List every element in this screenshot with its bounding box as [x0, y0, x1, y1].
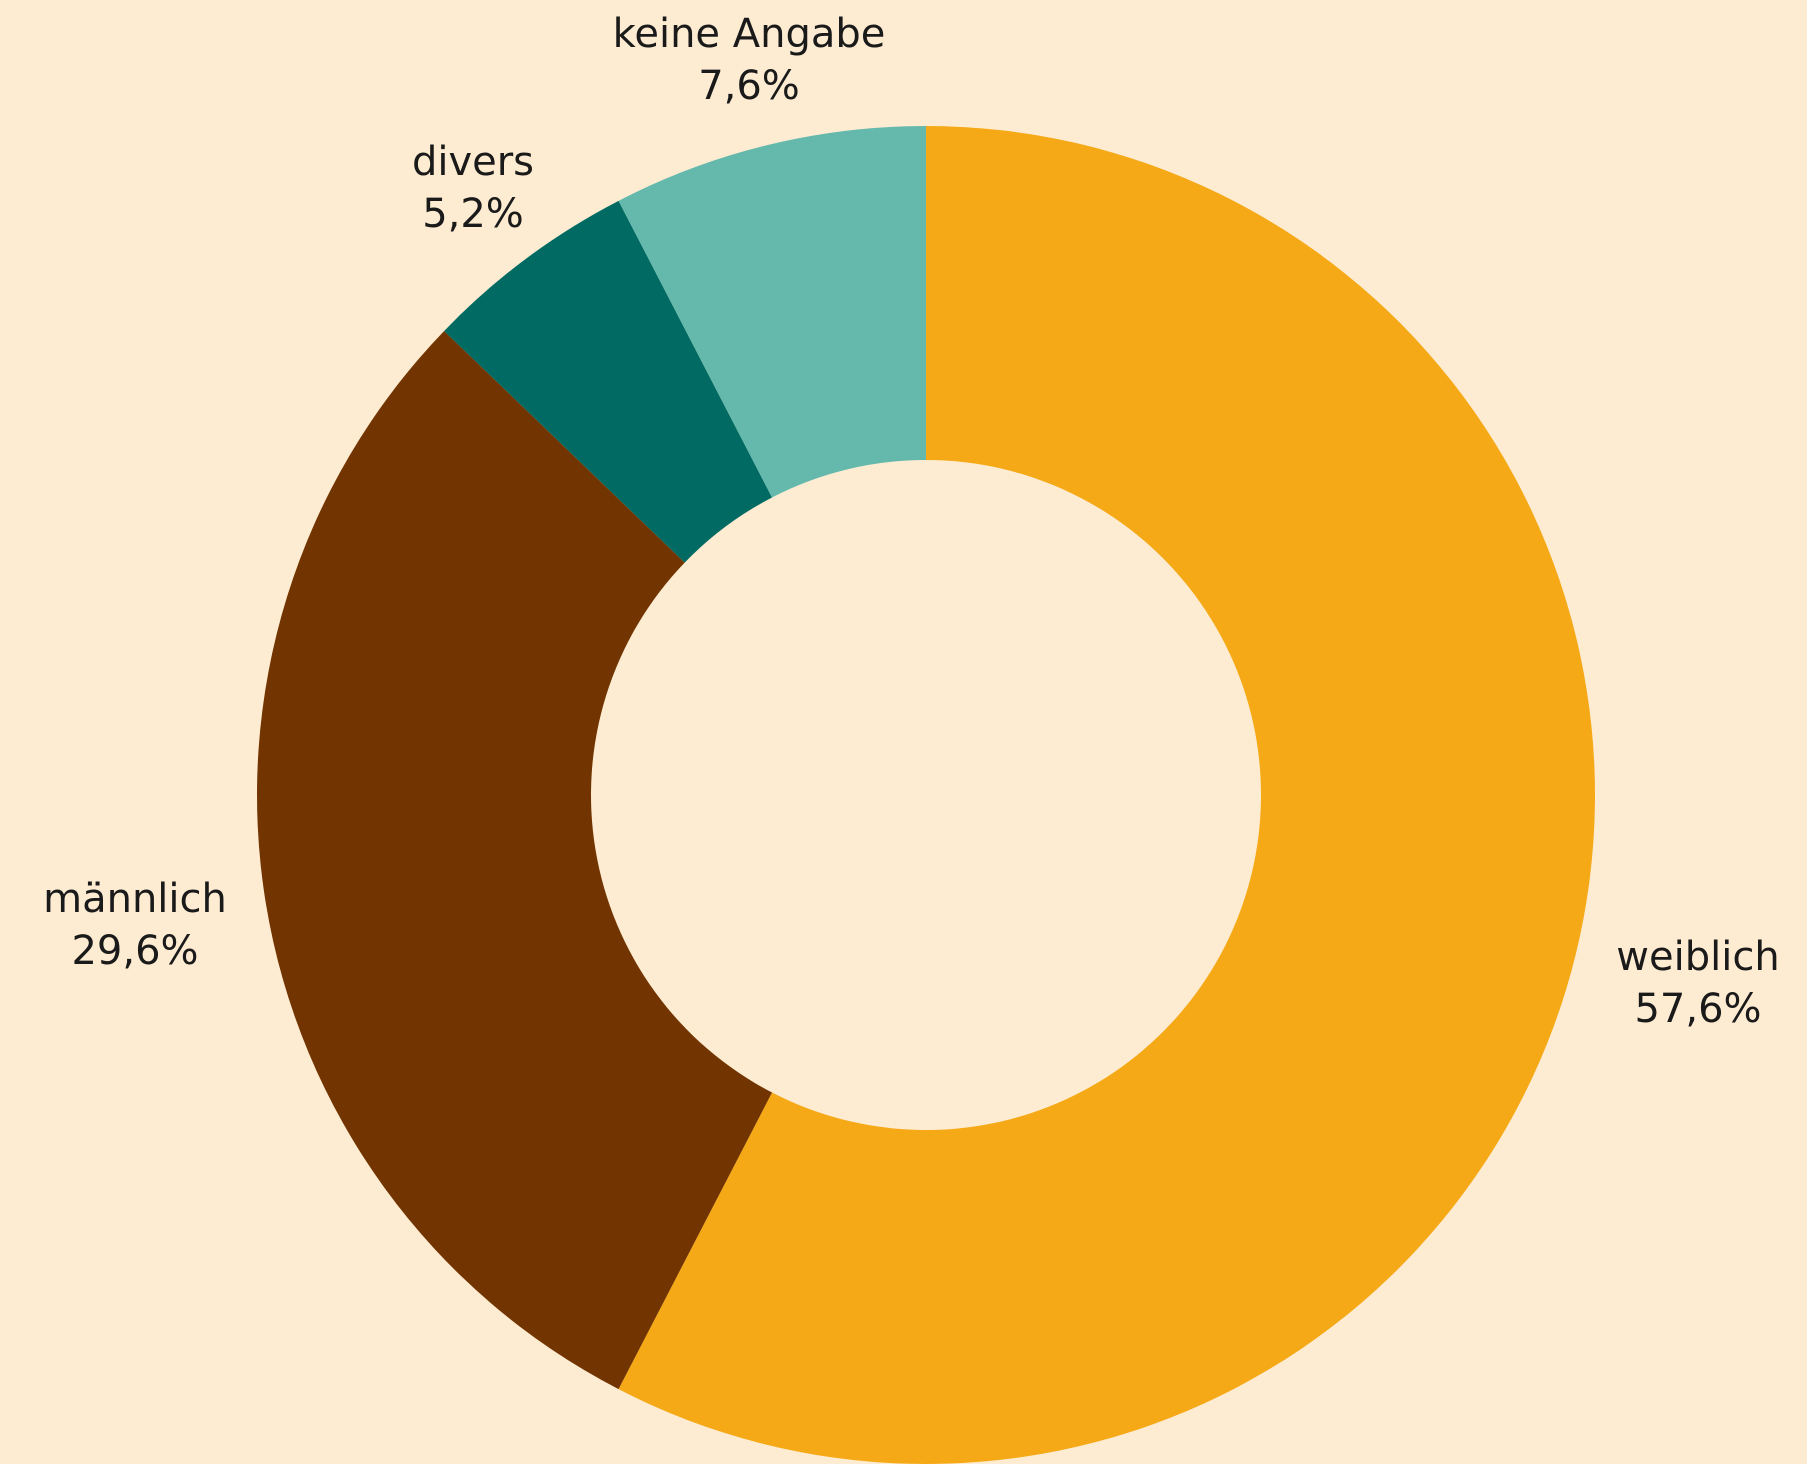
slice-value-label: 57,6%	[1634, 986, 1761, 1032]
slice-weiblich	[618, 126, 1596, 1464]
slice-name-label: divers	[412, 139, 534, 185]
slice-name-label: keine Angabe	[613, 11, 886, 57]
slice-männlich	[257, 330, 773, 1390]
slice-divers	[444, 200, 773, 563]
slice-value-label: 5,2%	[422, 191, 524, 237]
slice-name-label: weiblich	[1616, 934, 1779, 980]
labels-group: weiblich 57,6% männlich 29,6% divers 5,2% kein…	[43, 11, 1780, 1032]
slice-keine-angabe	[618, 125, 926, 498]
slice-value-label: 7,6%	[698, 63, 800, 109]
slices-group	[257, 125, 1596, 1464]
slice-value-label: 29,6%	[71, 928, 198, 974]
slice-name-label: männlich	[43, 876, 227, 922]
